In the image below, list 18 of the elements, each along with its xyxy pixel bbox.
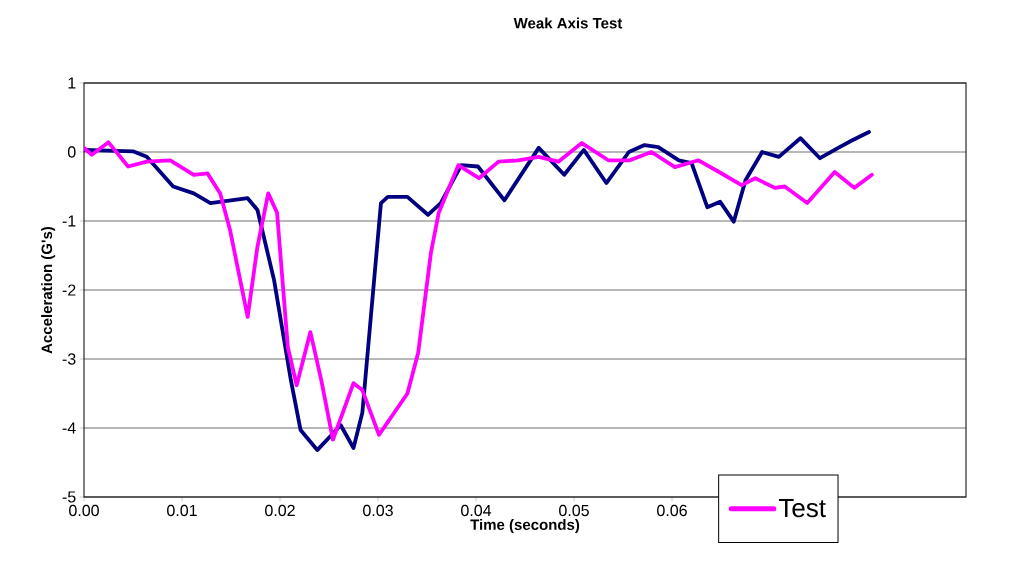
y-tick-label: -3 bbox=[62, 353, 76, 365]
x-tick-label: 0.06 bbox=[657, 504, 687, 517]
x-tick-label: 0.00 bbox=[69, 504, 99, 517]
x-tick-label: 0.04 bbox=[461, 504, 492, 517]
y-tick-label: -1 bbox=[62, 215, 76, 227]
x-tick-label: 0.03 bbox=[363, 504, 393, 517]
x-tick-label: 0.01 bbox=[167, 504, 197, 517]
x-axis-title: Time (seconds) bbox=[470, 519, 580, 533]
y-axis-title: Acceleration (G's) bbox=[41, 226, 56, 354]
y-tick-label: 0 bbox=[67, 146, 76, 158]
y-tick-label: 1 bbox=[68, 77, 76, 89]
legend-label: Test bbox=[778, 499, 826, 518]
x-tick-label: 0.02 bbox=[265, 504, 295, 517]
y-tick-label: -2 bbox=[62, 284, 76, 296]
y-tick-label: -5 bbox=[62, 491, 76, 503]
y-tick-label: -4 bbox=[62, 422, 76, 434]
chart-title: Weak Axis Test bbox=[513, 17, 623, 29]
x-tick-label: 0.05 bbox=[559, 504, 589, 517]
